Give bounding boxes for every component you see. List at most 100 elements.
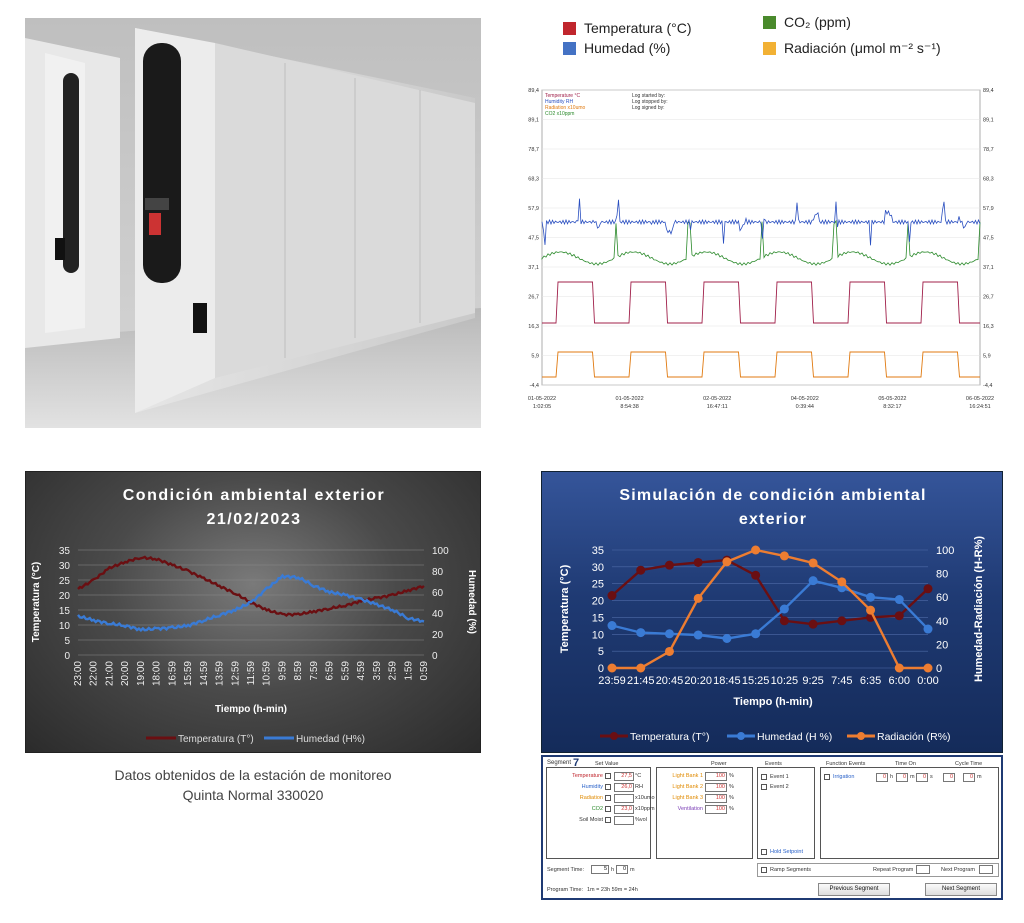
- light-bank-input[interactable]: 100: [705, 772, 727, 781]
- data-point: [751, 545, 761, 555]
- data-point: [923, 624, 933, 634]
- x-tick-label: 1:59: [403, 661, 414, 681]
- log-label: Log started by:: [632, 93, 665, 99]
- hold-setpoint-label: Hold Setpoint: [770, 849, 804, 855]
- time-on-s-input[interactable]: 0: [916, 773, 928, 782]
- next-segment-button[interactable]: Next Segment: [925, 883, 997, 896]
- row-checkbox[interactable]: [605, 806, 611, 812]
- light-bank-unit: %: [729, 795, 734, 801]
- series-label: Radiation x10umo: [545, 105, 586, 111]
- chamber-photo: [25, 18, 481, 428]
- row-value-input[interactable]: [614, 794, 634, 803]
- next-program-input[interactable]: [979, 865, 993, 874]
- row-value-input[interactable]: 27,5: [614, 772, 634, 781]
- x-tick-label: 18:45: [713, 675, 741, 687]
- light-bank-input[interactable]: 100: [705, 783, 727, 792]
- y2-tick-label: 20: [432, 630, 444, 641]
- x-tick-label: 15:59: [183, 661, 194, 686]
- segment-time-h-input[interactable]: 5: [591, 865, 609, 874]
- time-on-m-input[interactable]: 0: [896, 773, 908, 782]
- row-checkbox[interactable]: [605, 795, 611, 801]
- x-tick-label: 7:59: [309, 661, 320, 681]
- hold-setpoint-checkbox[interactable]: [761, 849, 767, 855]
- x-tick-label: 10:25: [771, 675, 799, 687]
- irrigation-checkbox[interactable]: [824, 774, 830, 780]
- x-tick-label: 7:45: [831, 675, 852, 687]
- legend-humedad: Humedad (%): [563, 40, 670, 56]
- x-tick-label: 12:59: [230, 661, 241, 686]
- light-bank-label: Ventilation: [677, 806, 703, 812]
- segment-time-label: Segment Time:: [547, 867, 584, 873]
- event-1-checkbox[interactable]: [761, 774, 767, 780]
- data-point: [607, 591, 617, 601]
- light-bank-label: Light Bank 2: [672, 784, 703, 790]
- y2-axis-label: Humedad (%): [466, 570, 477, 634]
- x-tick-date: 05-05-2022: [878, 396, 906, 402]
- unit-m: m: [910, 774, 915, 780]
- y2-tick-label: 100: [936, 545, 954, 557]
- data-point: [751, 570, 761, 580]
- y2-tick-label: 37,1: [983, 265, 994, 271]
- x-tick-date: 01-05-2022: [528, 396, 556, 402]
- light-bank-unit: %: [729, 773, 734, 779]
- x-tick-label: 18:00: [152, 661, 163, 686]
- repeat-label: Repeat Program: [873, 867, 914, 873]
- time-on-h-input[interactable]: 0: [876, 773, 888, 782]
- light-bank-input[interactable]: 100: [705, 794, 727, 803]
- x-tick-label: 15:25: [742, 675, 770, 687]
- row-unit: %vol: [635, 817, 647, 823]
- cycle-m-input[interactable]: 0: [963, 773, 975, 782]
- y2-tick-label: 89,1: [983, 118, 994, 124]
- y-tick-label: 89,4: [528, 88, 539, 94]
- legend-label: Temperatura (T°): [630, 731, 709, 743]
- logger-series-line: [542, 281, 980, 324]
- legend-label: Humedad (H %): [757, 731, 832, 743]
- series-line: [611, 579, 929, 640]
- series-label: Temperature °C: [545, 93, 580, 99]
- set-value-box: [546, 767, 651, 859]
- function-events-box: [820, 767, 999, 859]
- unit-cycle-m: m: [977, 774, 982, 780]
- y-tick-label: 25: [592, 579, 604, 591]
- row-label: Temperature: [572, 773, 603, 779]
- repeat-input[interactable]: [916, 865, 930, 874]
- segment-time-m-unit: m: [630, 867, 635, 873]
- row-value-input[interactable]: 26,0: [614, 783, 634, 792]
- x-tick-label: 10:59: [262, 661, 273, 686]
- cycle-h-input[interactable]: 0: [943, 773, 955, 782]
- y-axis-label: Temperatura (°C): [559, 564, 571, 653]
- unit-s: s: [930, 774, 933, 780]
- event-2-checkbox[interactable]: [761, 784, 767, 790]
- light-bank-label: Light Bank 1: [672, 773, 703, 779]
- previous-segment-button[interactable]: Previous Segment: [818, 883, 890, 896]
- y-tick-label: 20: [59, 591, 71, 602]
- light-bank-input[interactable]: 100: [705, 805, 727, 814]
- x-tick-label: 9:25: [802, 675, 823, 687]
- row-checkbox[interactable]: [605, 773, 611, 779]
- series-label: CO2 x10ppm: [545, 111, 574, 117]
- data-point: [751, 629, 761, 639]
- y-tick-label: 78,7: [528, 147, 539, 153]
- x-tick-label: 0:59: [419, 661, 430, 681]
- series-label: Humidity RH: [545, 99, 573, 105]
- data-point: [808, 619, 818, 629]
- legend-swatch: [763, 15, 776, 29]
- data-point: [894, 663, 904, 673]
- data-point: [607, 663, 617, 673]
- x-tick-time: 0:39:44: [796, 404, 814, 410]
- row-value-input[interactable]: [614, 816, 634, 825]
- x-tick-label: 4:59: [356, 661, 367, 681]
- ramp-checkbox[interactable]: [761, 867, 767, 873]
- y-tick-label: 35: [59, 546, 71, 557]
- row-checkbox[interactable]: [605, 817, 611, 823]
- data-point: [664, 646, 674, 656]
- segment-time-m-input[interactable]: 0: [616, 865, 628, 874]
- y-tick-label: 30: [59, 561, 71, 572]
- row-value-input[interactable]: 23,0: [614, 805, 634, 814]
- unit-h: h: [890, 774, 894, 780]
- data-point: [693, 593, 703, 603]
- y-tick-label: 0: [598, 663, 604, 675]
- row-checkbox[interactable]: [605, 784, 611, 790]
- power-label: Power: [711, 761, 727, 767]
- x-tick-label: 21:45: [627, 675, 655, 687]
